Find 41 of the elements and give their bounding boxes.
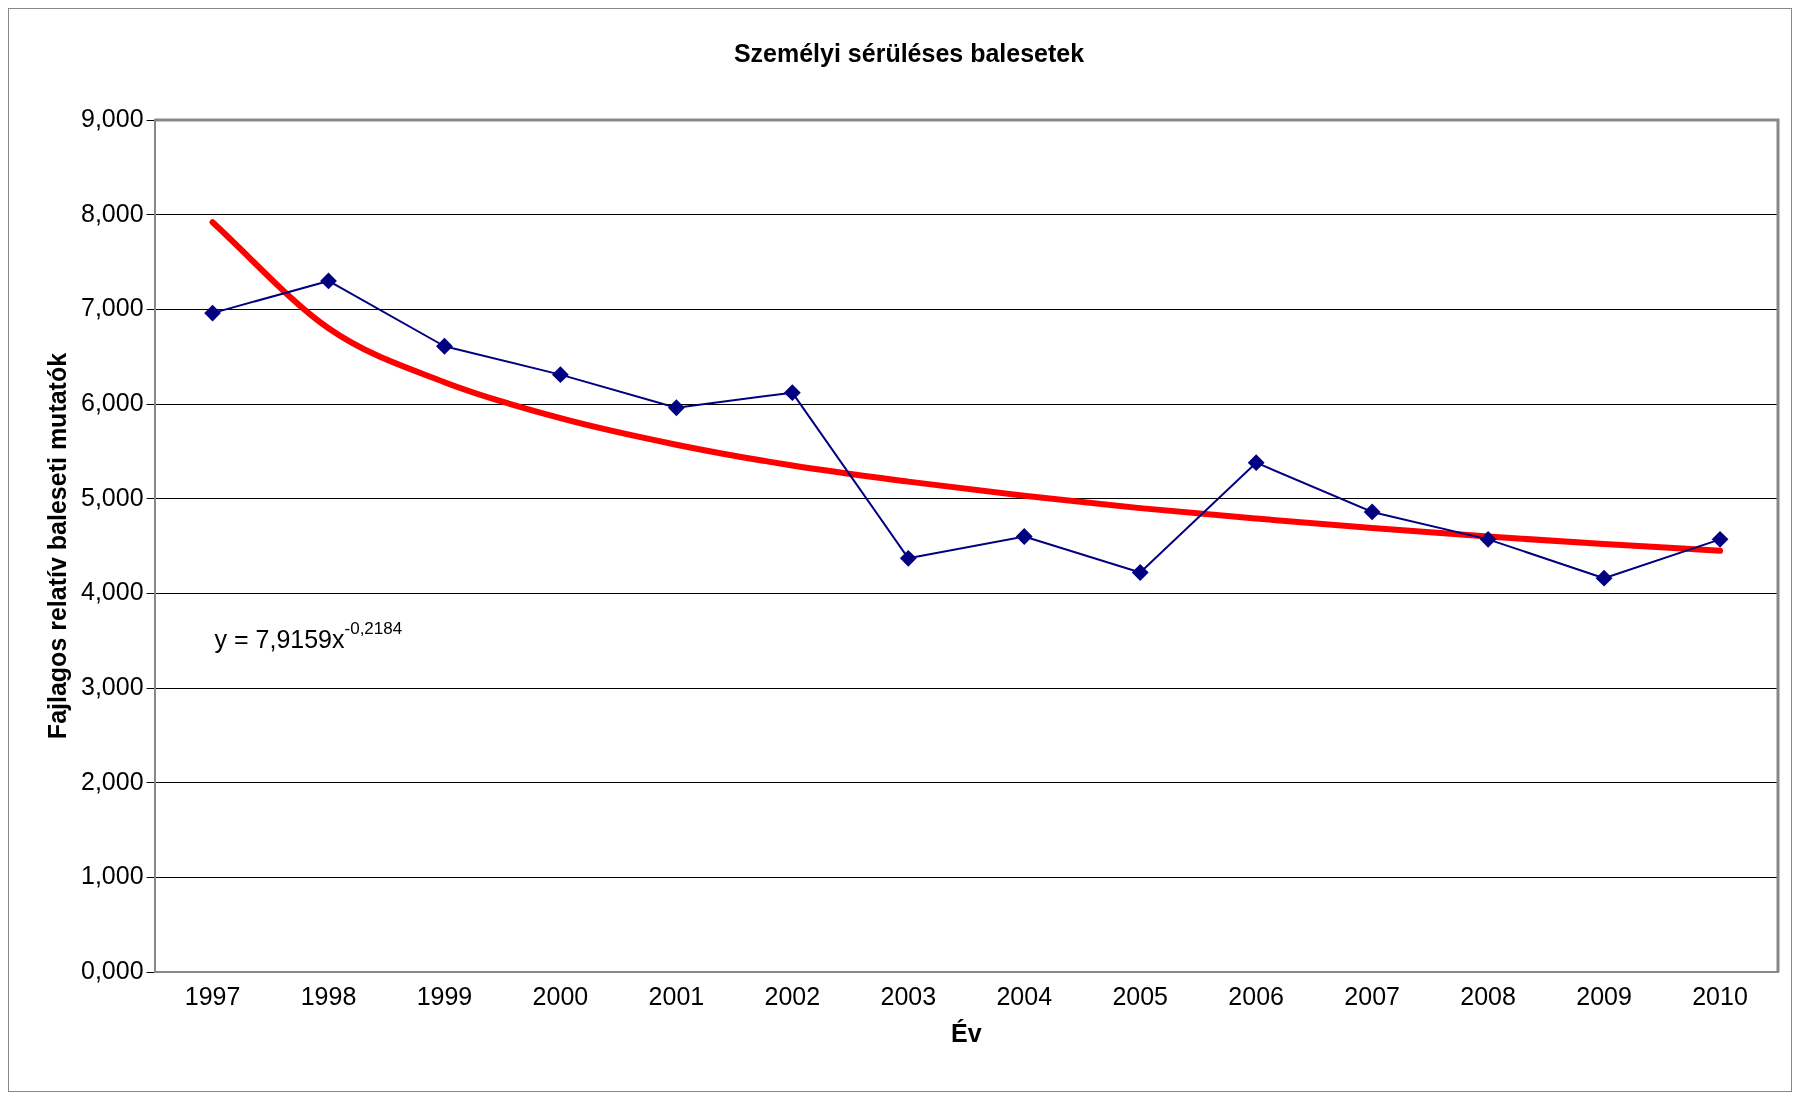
- point: [1016, 528, 1033, 545]
- y-tick-label: 2,000: [81, 766, 144, 795]
- y-tick-label: 6,000: [81, 387, 144, 416]
- x-tick-label: 2005: [1112, 981, 1169, 1010]
- y-tick-label: 5,000: [81, 482, 144, 511]
- x-tick-label: 2003: [880, 981, 937, 1010]
- x-tick-label: 2010: [1692, 981, 1748, 1010]
- point: [1480, 531, 1497, 548]
- y-tick-label: 7,000: [81, 293, 144, 322]
- x-axis-title: Év: [950, 1018, 982, 1047]
- y-tick-label: 8,000: [81, 198, 144, 227]
- x-tick-label: 2008: [1460, 981, 1516, 1010]
- x-tick-label: 2007: [1344, 981, 1400, 1010]
- point: [1132, 564, 1149, 581]
- x-tick-label: 1998: [300, 981, 357, 1010]
- point: [900, 550, 917, 567]
- point: [784, 384, 801, 401]
- point: [320, 272, 337, 289]
- point: [1248, 454, 1265, 471]
- x-tick-label: 2001: [648, 981, 705, 1010]
- y-tick-label: 1,000: [81, 861, 144, 890]
- y-tick-label: 3,000: [81, 671, 144, 700]
- x-tick-label: 2009: [1576, 981, 1632, 1010]
- y-tick-label: 9,000: [81, 103, 144, 132]
- y-tick-label: 4,000: [81, 577, 144, 606]
- point: [1596, 570, 1613, 587]
- y-tick-label: 0,000: [81, 955, 144, 984]
- point: [1364, 503, 1381, 520]
- x-tick-label: 1997: [184, 981, 241, 1010]
- x-tick-label: 2006: [1228, 981, 1284, 1010]
- point: [668, 399, 685, 416]
- point: [1712, 531, 1729, 548]
- y-axis-title: Fajlagos relatív baleseti mutatók: [42, 352, 71, 740]
- point: [552, 366, 569, 383]
- x-tick-label: 1999: [416, 981, 473, 1010]
- x-tick-label: 2002: [764, 981, 821, 1010]
- x-tick-label: 2000: [532, 981, 589, 1010]
- chart-title: Személyi sérüléses balesetek: [733, 38, 1085, 67]
- x-tick-label: 2004: [996, 981, 1053, 1010]
- point: [204, 305, 221, 322]
- point: [436, 338, 453, 355]
